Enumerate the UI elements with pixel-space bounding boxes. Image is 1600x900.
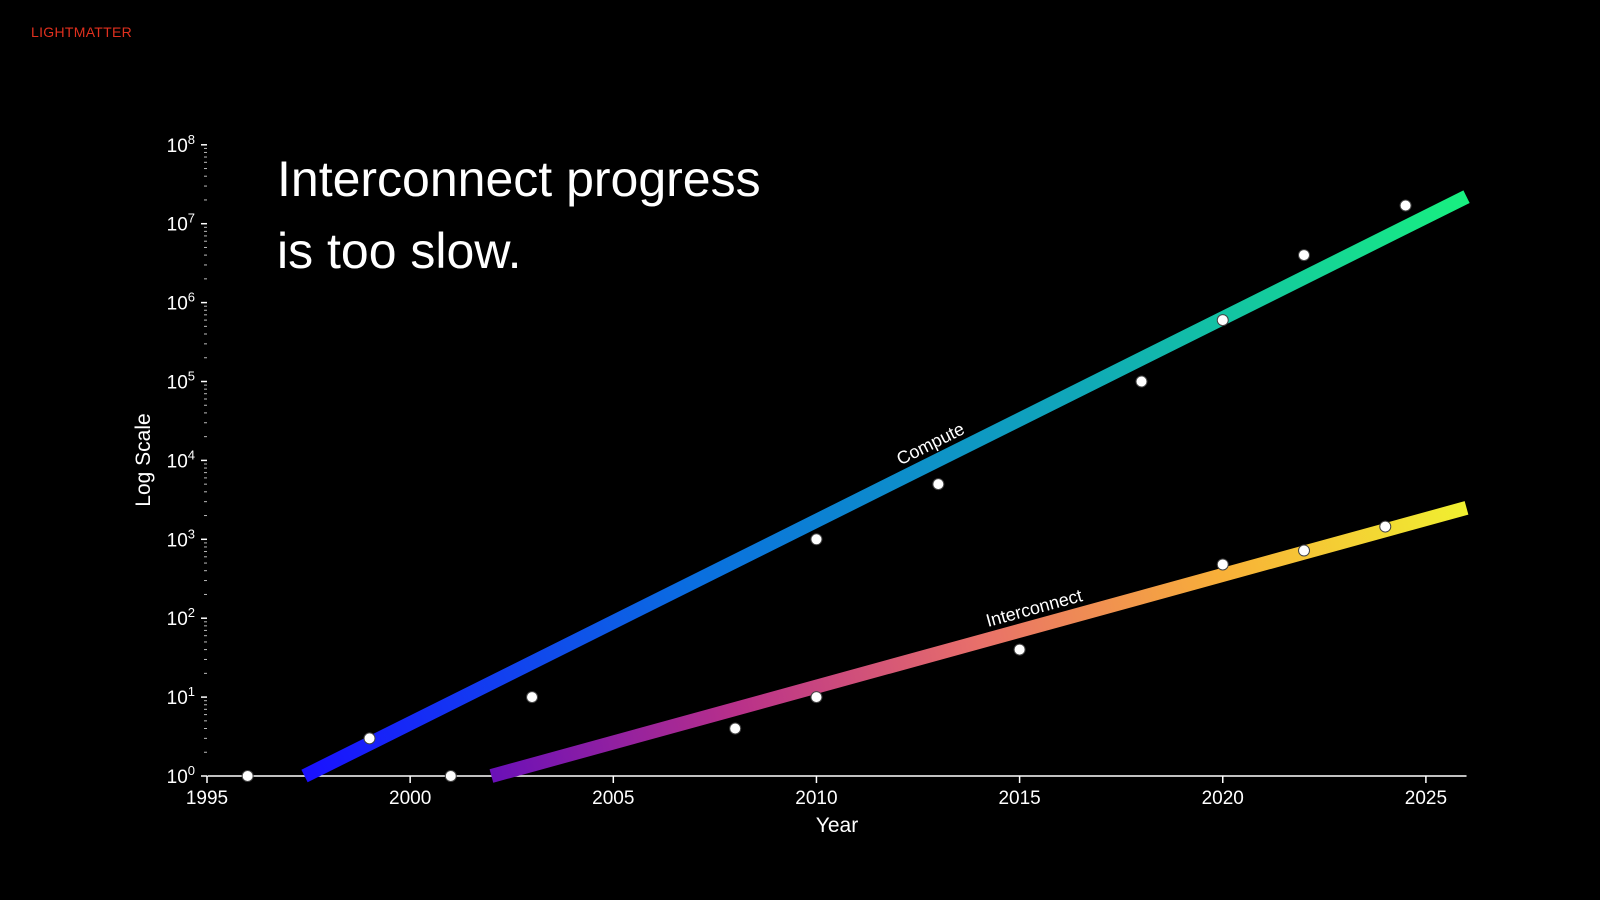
data-point-compute [1399,199,1412,212]
data-point-compute [526,691,539,704]
y-tick-base: 10 [167,215,188,236]
y-tick-label: 108 [167,132,195,157]
y-tick-label: 107 [167,211,195,236]
data-point-compute [810,533,823,546]
x-tick-label: 2010 [795,788,837,809]
y-tick-exponent: 4 [188,447,195,462]
y-tick-label: 100 [167,763,195,788]
data-point-compute [241,770,254,782]
data-point-interconnect [1013,643,1026,656]
title-line-2: is too slow. [277,223,522,279]
y-tick-exponent: 2 [188,605,195,620]
data-point-interconnect [729,722,742,735]
data-point-interconnect [810,691,823,704]
y-tick-base: 10 [167,136,188,157]
data-point-compute [363,732,376,745]
data-point-interconnect [444,770,457,782]
x-axis-title: Year [816,814,858,837]
y-tick-base: 10 [167,294,188,315]
x-tick-label: 1995 [186,788,228,809]
data-point-compute [932,478,945,491]
x-tick-label: 2005 [592,788,634,809]
y-tick-exponent: 8 [188,132,195,147]
axes: 1995 2000 2005 2010 2015 2020 2025100101102103… [167,132,1467,809]
y-tick-label: 103 [167,526,195,551]
data-point-compute [1298,249,1311,262]
y-tick-exponent: 1 [188,684,195,699]
y-tick-base: 10 [167,688,188,709]
data-point-compute [1216,314,1229,327]
data-point-interconnect [1379,520,1392,533]
y-tick-label: 105 [167,369,195,394]
data-point-interconnect [1298,544,1311,557]
y-tick-label: 101 [167,684,195,709]
x-tick-label: 2025 [1405,788,1447,809]
x-tick-label: 2000 [389,788,431,809]
y-tick-base: 10 [167,373,188,394]
y-tick-exponent: 3 [188,526,195,541]
x-tick-label: 2015 [998,788,1040,809]
y-tick-exponent: 7 [188,211,195,226]
trend-line-interconnect [489,501,1469,783]
y-tick-exponent: 5 [188,369,195,384]
y-tick-base: 10 [167,767,188,788]
y-tick-label: 106 [167,290,195,315]
data-point-compute [1135,375,1148,388]
y-tick-exponent: 0 [188,763,195,778]
y-tick-base: 10 [167,530,188,551]
y-axis-title: Log Scale [132,413,155,506]
chart-title: Interconnect progress is too slow. [277,151,761,279]
y-tick-label: 102 [167,605,195,630]
lightmatter-logo: LIGHTMATTER [31,24,133,40]
y-tick-base: 10 [167,609,188,630]
y-tick-label: 104 [167,447,195,472]
y-tick-base: 10 [167,451,188,472]
title-line-1: Interconnect progress [277,151,761,207]
x-tick-label: 2020 [1202,788,1244,809]
trend-line-compute [301,190,1470,783]
data-point-interconnect [1216,558,1229,571]
y-tick-exponent: 6 [188,290,195,305]
